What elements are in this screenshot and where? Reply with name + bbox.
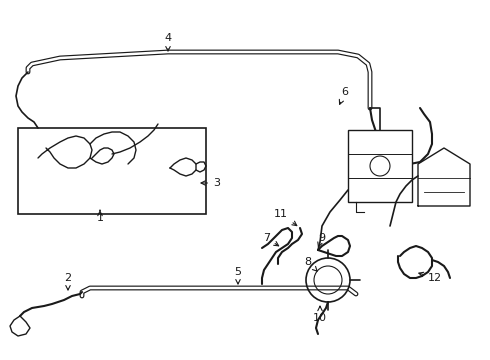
Text: 10: 10 (313, 306, 327, 323)
Text: 9: 9 (318, 233, 325, 247)
Text: 7: 7 (263, 233, 279, 246)
Text: 2: 2 (65, 273, 72, 290)
Text: 4: 4 (165, 33, 172, 51)
Text: 8: 8 (304, 257, 317, 271)
Bar (18, 128, 206, 214)
Text: 1: 1 (97, 210, 103, 223)
Text: 11: 11 (274, 209, 297, 226)
Text: 3: 3 (201, 178, 220, 188)
Bar (348, 130, 412, 202)
Text: 12: 12 (419, 272, 442, 283)
Text: 6: 6 (340, 87, 348, 104)
Text: 5: 5 (235, 267, 242, 284)
